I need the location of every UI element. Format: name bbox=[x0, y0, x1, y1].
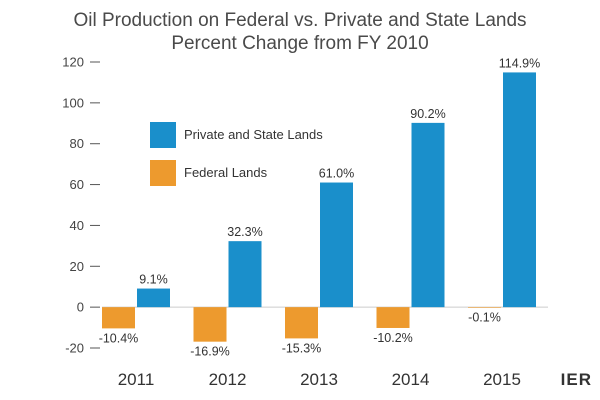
y-tick-label: 100 bbox=[62, 95, 84, 110]
x-category-label: 2015 bbox=[483, 370, 521, 389]
federal-data-label: -10.2% bbox=[373, 331, 413, 345]
y-tick-label: 0 bbox=[77, 300, 84, 315]
y-tick-label: -20 bbox=[65, 341, 84, 356]
x-category-label: 2012 bbox=[209, 370, 247, 389]
federal-bar bbox=[193, 307, 227, 342]
legend-label: Federal Lands bbox=[184, 165, 268, 180]
federal-bar bbox=[285, 307, 318, 339]
private-data-label: 61.0% bbox=[319, 167, 354, 181]
private-data-label: 32.3% bbox=[227, 225, 262, 239]
chart-subtitle: Percent Change from FY 2010 bbox=[171, 33, 429, 54]
private-bar bbox=[137, 288, 170, 308]
federal-data-label: -15.3% bbox=[282, 341, 322, 355]
private-bar bbox=[228, 241, 262, 308]
ier-logo: IER bbox=[560, 370, 592, 389]
y-tick-label: 20 bbox=[70, 259, 84, 274]
y-tick-label: 120 bbox=[62, 55, 84, 70]
federal-data-label: -16.9% bbox=[190, 345, 230, 359]
federal-bar bbox=[102, 307, 135, 329]
federal-bar bbox=[468, 307, 501, 308]
legend-swatch bbox=[150, 122, 176, 148]
x-category-label: 2014 bbox=[392, 370, 430, 389]
private-data-label: 114.9% bbox=[499, 56, 540, 70]
private-bar bbox=[411, 122, 445, 308]
x-category-label: 2013 bbox=[300, 370, 338, 389]
chart-title: Oil Production on Federal vs. Private an… bbox=[73, 10, 527, 31]
private-bar bbox=[503, 72, 536, 308]
legend-swatch bbox=[150, 160, 176, 186]
x-category-label: 2011 bbox=[118, 370, 155, 389]
private-bar bbox=[320, 182, 353, 308]
legend-label: Private and State Lands bbox=[184, 127, 323, 142]
federal-data-label: -10.4% bbox=[99, 331, 139, 345]
y-tick-label: 60 bbox=[70, 177, 84, 192]
y-tick-label: 80 bbox=[70, 136, 84, 151]
federal-bar bbox=[376, 307, 410, 328]
private-data-label: 9.1% bbox=[139, 273, 168, 287]
y-tick-label: 40 bbox=[70, 218, 84, 233]
federal-data-label: -0.1% bbox=[468, 310, 501, 324]
private-data-label: 90.2% bbox=[410, 107, 445, 121]
